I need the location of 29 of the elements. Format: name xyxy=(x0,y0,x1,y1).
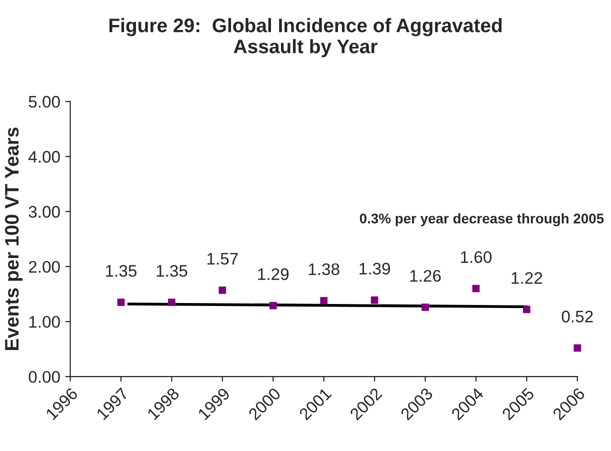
data-label: 1.35 xyxy=(106,264,136,277)
annotation: 0.3% per year decrease through 2005 xyxy=(360,213,604,226)
data-label: 0.52 xyxy=(562,310,593,322)
point xyxy=(523,306,530,314)
data-label: 1.35 xyxy=(156,264,188,277)
y-tick-label: 5.00 xyxy=(28,96,60,108)
y-axis-title: Events per 100 VT Years xyxy=(4,128,23,350)
point xyxy=(472,284,480,292)
data-label: 1.57 xyxy=(207,253,238,265)
point xyxy=(574,344,582,352)
y-tick-label: 4.00 xyxy=(28,150,60,163)
y-tick-label: 1.00 xyxy=(29,316,60,328)
point xyxy=(218,286,226,294)
y-tick-label: 2.00 xyxy=(28,260,60,273)
point xyxy=(422,304,429,311)
y-tick-label: 3.00 xyxy=(28,206,60,218)
data-label: 1.29 xyxy=(258,268,289,280)
point xyxy=(320,296,328,304)
point xyxy=(269,302,277,310)
chart-title: Figure 29: Global Incidence of Aggravated Assault by Year xyxy=(109,18,502,58)
point xyxy=(370,296,378,304)
data-label: 1.22 xyxy=(512,272,542,284)
point xyxy=(117,298,125,306)
data-label: 1.39 xyxy=(360,262,390,275)
data-label: 1.26 xyxy=(410,270,441,282)
y-tick-label: 0.00 xyxy=(28,370,60,383)
data-label: 1.38 xyxy=(308,263,340,276)
point xyxy=(168,298,176,306)
data-label: 1.60 xyxy=(461,251,492,264)
